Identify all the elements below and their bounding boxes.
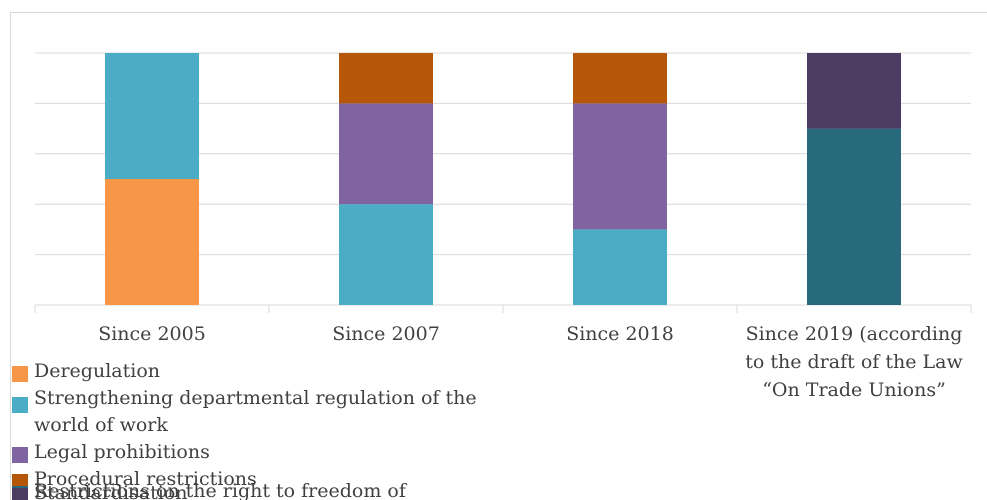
legend-label: Legal prohibitions xyxy=(34,441,210,463)
x-axis xyxy=(34,305,972,313)
bar-segment xyxy=(105,53,199,179)
legend-swatch xyxy=(12,488,28,500)
chart-frame xyxy=(10,12,987,500)
bar-segment xyxy=(807,53,901,129)
bar-segment xyxy=(573,229,667,305)
legend-item: Standardisation xyxy=(12,480,474,500)
legend-swatch xyxy=(12,447,28,463)
bar-segment xyxy=(573,53,667,104)
legend-label: Strengthening departmental regulation of… xyxy=(34,387,477,436)
legend-item: Strengthening departmental regulation of… xyxy=(12,385,512,439)
x-tick-label: Since 2005 xyxy=(98,323,206,345)
legend-label: Procedural restrictions xyxy=(34,468,257,490)
legend-item: Legal prohibitions xyxy=(12,439,512,466)
bar-segment xyxy=(573,103,667,230)
legend-label: Standardisation xyxy=(34,482,188,500)
legend-swatch xyxy=(12,397,28,413)
legend-swatch xyxy=(12,366,28,382)
bar-segment xyxy=(105,179,199,305)
bar-segment xyxy=(339,103,433,205)
bars xyxy=(105,53,901,305)
legend-label: Restrictions on the right to freedom of xyxy=(34,480,406,500)
x-tick-label: Since 2007 xyxy=(332,323,440,345)
legend: Deregulation Strengthening departmental … xyxy=(12,358,512,500)
bar-segment xyxy=(339,53,433,104)
bar-segment xyxy=(807,128,901,305)
legend-label: Deregulation xyxy=(34,360,160,382)
x-tick-label: Since 2019 (according to the draft of th… xyxy=(745,323,963,401)
legend-item: Deregulation xyxy=(12,358,512,385)
x-tick-label: Since 2018 xyxy=(566,323,674,345)
bar-segment xyxy=(339,204,433,305)
